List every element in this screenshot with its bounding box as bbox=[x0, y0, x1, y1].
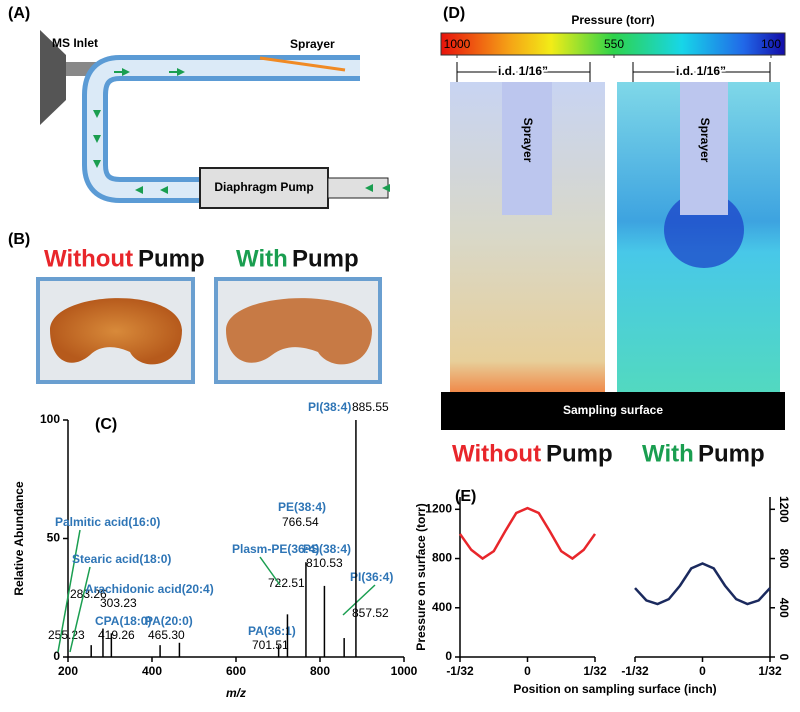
panel-label: (E) bbox=[455, 488, 476, 505]
peak-mz: 722.51 bbox=[268, 576, 305, 590]
x-tick-label: 1/32 bbox=[758, 664, 782, 678]
peak-name: Arachidonic acid(20:4) bbox=[85, 582, 214, 596]
x-axis-title: Position on sampling surface (inch) bbox=[513, 682, 716, 696]
colorbar-title: Pressure (torr) bbox=[571, 13, 654, 27]
peak-mz: 885.55 bbox=[352, 400, 389, 414]
panel-label: (A) bbox=[8, 5, 30, 22]
series-line bbox=[458, 506, 597, 561]
y-tick-label: 400 bbox=[777, 598, 791, 618]
sprayer-shape bbox=[502, 82, 552, 215]
peak-mz: 419.26 bbox=[98, 628, 135, 642]
leader-line bbox=[69, 566, 91, 653]
pump-outlet bbox=[327, 177, 389, 199]
ms-inlet-label: MS Inlet bbox=[52, 36, 98, 50]
x-tick-label: 800 bbox=[310, 664, 330, 678]
sprayer-needle bbox=[259, 56, 346, 72]
x-tick-label: 0 bbox=[524, 664, 531, 678]
tube-inner bbox=[87, 60, 360, 198]
x-tick-label: 200 bbox=[58, 664, 78, 678]
peak-mz: 255.23 bbox=[48, 628, 85, 642]
peak-name: Stearic acid(18:0) bbox=[72, 552, 171, 566]
id-label: i.d. 1/16” bbox=[676, 64, 726, 78]
peak-mz: 303.23 bbox=[100, 596, 137, 610]
y-tick-label: 1200 bbox=[425, 501, 452, 515]
panel-label: (C) bbox=[95, 416, 117, 433]
y-tick-label: 50 bbox=[47, 531, 61, 545]
y-tick-label: 800 bbox=[777, 549, 791, 569]
pump-word: Pump bbox=[698, 440, 765, 467]
colorbar-tick-label: 550 bbox=[604, 37, 624, 51]
peak-name: PI(36:4) bbox=[350, 570, 393, 584]
leader-line bbox=[57, 529, 81, 653]
x-tick-label: -1/32 bbox=[446, 664, 474, 678]
without-word: Without bbox=[452, 440, 541, 467]
y-tick-label: 1200 bbox=[777, 496, 791, 523]
pump-word: Pump bbox=[292, 245, 359, 272]
y-axis-title: Relative Abundance bbox=[12, 481, 26, 596]
peak-name: Plasm-PE(36:4) bbox=[232, 542, 319, 556]
panel-label: (D) bbox=[443, 5, 465, 22]
peak-name: PE(38:4) bbox=[278, 500, 326, 514]
without-word: Without bbox=[44, 245, 133, 272]
colorbar-tick-label: 1000 bbox=[444, 37, 471, 51]
y-tick-label: 0 bbox=[445, 649, 452, 663]
peak-name: PI(38:4) bbox=[308, 400, 351, 414]
peak-name: Palmitic acid(16:0) bbox=[55, 515, 160, 529]
sprayer-label: Sprayer bbox=[290, 37, 335, 51]
y-tick-label: 0 bbox=[53, 649, 60, 663]
peak-mz: 857.52 bbox=[352, 606, 389, 620]
x-tick-label: 400 bbox=[142, 664, 162, 678]
id-label: i.d. 1/16” bbox=[498, 64, 548, 78]
tissue-photo bbox=[50, 298, 182, 365]
y-tick-label: 0 bbox=[777, 654, 791, 661]
pump-label: Diaphragm Pump bbox=[214, 180, 313, 194]
peak-mz: 465.30 bbox=[148, 628, 185, 642]
peak-mz: 283.26 bbox=[70, 587, 107, 601]
peak-mz: 701.51 bbox=[252, 638, 289, 652]
with-word: With bbox=[236, 245, 288, 272]
x-axis-title: m/z bbox=[226, 686, 246, 700]
sprayer-label: Sprayer bbox=[698, 118, 712, 163]
peak-name: PS(38:4) bbox=[303, 542, 351, 556]
y-tick-label: 400 bbox=[432, 600, 452, 614]
leader-line bbox=[342, 584, 376, 616]
colorbar-tick-label: 100 bbox=[761, 37, 781, 51]
colorbar bbox=[440, 32, 786, 56]
with-word: With bbox=[642, 440, 694, 467]
peak-name: PA(36:1) bbox=[248, 624, 296, 638]
pump-word: Pump bbox=[138, 245, 205, 272]
peak-mz: 766.54 bbox=[282, 515, 319, 529]
tissue-photo bbox=[226, 298, 372, 365]
leader-line bbox=[259, 556, 281, 586]
surface-bar bbox=[441, 392, 785, 430]
panel-label: (B) bbox=[8, 231, 30, 248]
sprayer-shape bbox=[680, 82, 728, 215]
x-tick-label: -1/32 bbox=[621, 664, 649, 678]
sprayer-label: Sprayer bbox=[521, 118, 535, 163]
id-arrows bbox=[456, 62, 771, 82]
x-tick-label: 1000 bbox=[391, 664, 418, 678]
y-tick-label: 100 bbox=[40, 412, 60, 426]
pump-word: Pump bbox=[546, 440, 613, 467]
y-axis-title: Pressure on surface (torr) bbox=[414, 503, 428, 650]
peak-name: PA(20:0) bbox=[145, 614, 193, 628]
ms-inlet-cone bbox=[40, 30, 66, 125]
x-tick-label: 1/32 bbox=[583, 664, 607, 678]
surface-label: Sampling surface bbox=[563, 403, 663, 417]
flow-arrows bbox=[93, 68, 390, 194]
x-tick-label: 0 bbox=[699, 664, 706, 678]
x-tick-label: 600 bbox=[226, 664, 246, 678]
peak-name: CPA(18:0) bbox=[95, 614, 151, 628]
y-tick-label: 800 bbox=[432, 551, 452, 565]
series-line bbox=[634, 562, 771, 606]
peak-mz: 810.53 bbox=[306, 556, 343, 570]
